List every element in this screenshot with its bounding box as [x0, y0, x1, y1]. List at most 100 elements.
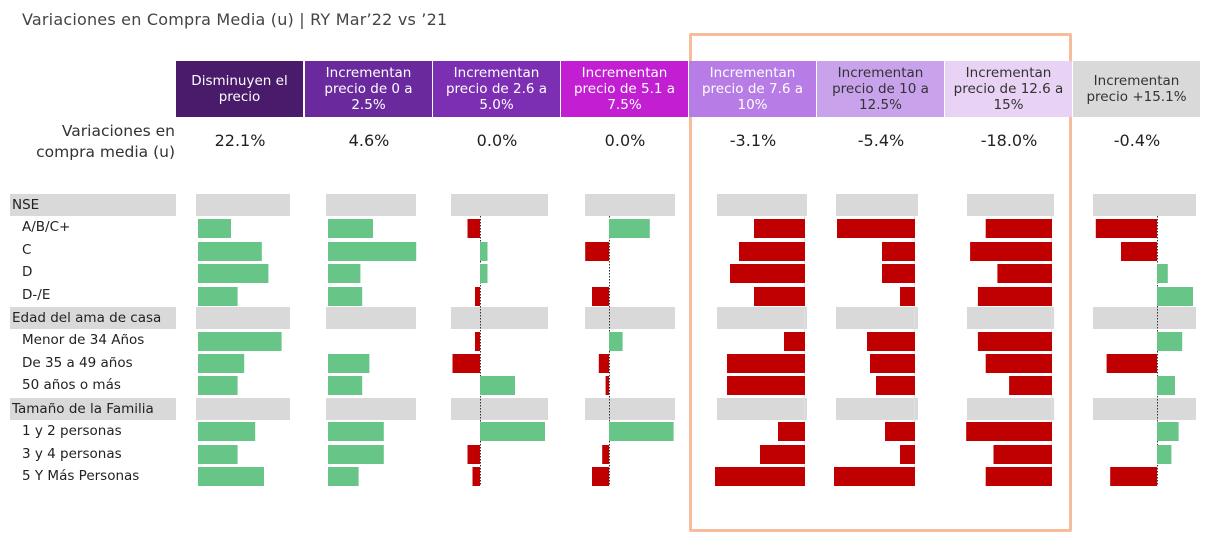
group-header-tamano: Tamaño de la Familia	[10, 398, 176, 420]
bar	[977, 287, 1052, 306]
group-band	[836, 398, 918, 420]
bar	[602, 445, 609, 464]
bar	[605, 376, 609, 395]
bar	[598, 354, 609, 373]
bar	[993, 445, 1052, 464]
bar	[328, 264, 361, 283]
bar	[867, 332, 915, 351]
group-band	[1093, 307, 1196, 329]
chart-title: Variaciones en Compra Media (u) | RY Mar…	[22, 10, 448, 29]
total-value: 22.1%	[214, 131, 266, 150]
bar	[966, 422, 1052, 441]
category-label: De 35 a 49 años	[22, 355, 133, 371]
bar	[609, 422, 674, 441]
bar	[585, 242, 609, 261]
bar	[1157, 376, 1175, 395]
category-label: D-/E	[22, 287, 51, 303]
group-band	[836, 307, 918, 329]
group-band	[326, 398, 416, 420]
bar	[198, 332, 282, 351]
bar	[480, 376, 515, 395]
total-value: -0.4%	[1113, 131, 1161, 150]
bar	[727, 354, 805, 373]
category-label: D	[22, 264, 33, 280]
group-band	[326, 307, 416, 329]
group-band	[836, 194, 918, 216]
group-band	[585, 194, 675, 216]
bar	[472, 467, 480, 486]
total-value: -3.1%	[729, 131, 777, 150]
bar	[834, 467, 915, 486]
bar	[882, 264, 915, 283]
bar	[1157, 264, 1168, 283]
bar	[739, 242, 805, 261]
bar	[882, 242, 915, 261]
bar	[1157, 422, 1179, 441]
bar	[467, 445, 480, 464]
bar	[1157, 332, 1183, 351]
total-value: -5.4%	[857, 131, 905, 150]
bar	[754, 219, 805, 238]
group-header-nse: NSE	[10, 194, 176, 216]
bar	[727, 376, 805, 395]
bar	[977, 332, 1052, 351]
bar	[480, 242, 488, 261]
bar	[480, 264, 488, 283]
total-value: 0.0%	[476, 131, 518, 150]
highlight-frame	[689, 33, 1072, 532]
group-band	[717, 194, 807, 216]
bar	[198, 376, 238, 395]
bar	[328, 354, 370, 373]
bar	[784, 332, 805, 351]
bar	[328, 242, 417, 261]
bar	[870, 354, 915, 373]
bar	[754, 287, 805, 306]
group-band	[717, 398, 807, 420]
category-label: 5 Y Más Personas	[22, 468, 140, 484]
category-label: C	[22, 242, 32, 258]
bar	[328, 287, 363, 306]
group-band	[717, 307, 807, 329]
bar	[985, 219, 1052, 238]
column-header: Incrementan precio de 12.6 a 15%	[945, 61, 1072, 117]
group-band	[451, 398, 548, 420]
bar	[592, 287, 609, 306]
total-value: 4.6%	[348, 131, 390, 150]
group-band	[967, 398, 1054, 420]
bar	[592, 467, 609, 486]
bar	[997, 264, 1052, 283]
bar	[609, 219, 650, 238]
bar	[970, 242, 1052, 261]
row-label-variaciones: Variaciones en compra media (u)	[36, 122, 175, 161]
bar	[715, 467, 805, 486]
bar	[885, 422, 915, 441]
bar	[198, 422, 256, 441]
bar	[1106, 354, 1157, 373]
group-band	[1093, 194, 1196, 216]
bar	[198, 287, 238, 306]
bar	[1157, 445, 1172, 464]
total-value: -18.0%	[980, 131, 1038, 150]
bar	[328, 376, 363, 395]
bar	[760, 445, 805, 464]
column-header: Incrementan precio de 7.6 a 10%	[689, 61, 816, 117]
group-band	[1093, 398, 1196, 420]
bar	[328, 219, 373, 238]
group-band	[451, 194, 548, 216]
total-value: 0.0%	[604, 131, 646, 150]
group-band	[451, 307, 548, 329]
category-label: 50 años o más	[22, 377, 121, 393]
bar	[328, 445, 384, 464]
group-band	[967, 194, 1054, 216]
bar	[198, 445, 238, 464]
bar	[198, 264, 269, 283]
group-band	[196, 307, 290, 329]
group-band	[326, 194, 416, 216]
group-band	[196, 398, 290, 420]
bar	[1095, 219, 1157, 238]
group-band	[585, 398, 675, 420]
bar	[1121, 242, 1157, 261]
bar	[900, 287, 915, 306]
column-header: Incrementan precio +15.1%	[1073, 61, 1200, 117]
bar	[475, 287, 480, 306]
